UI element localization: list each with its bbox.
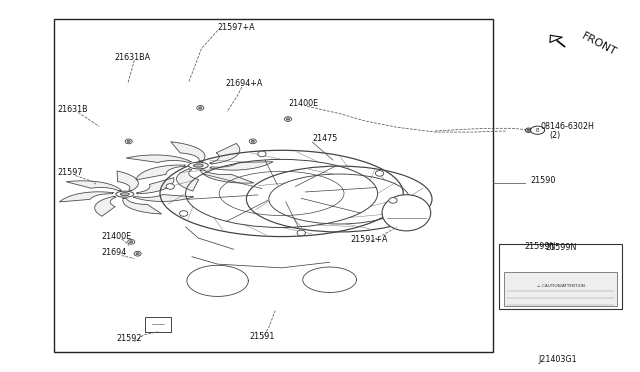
Ellipse shape [250, 139, 256, 144]
Text: 21631BA: 21631BA [114, 52, 150, 61]
Text: 21475: 21475 [312, 134, 338, 143]
Bar [499, 244, 622, 309]
Polygon shape [210, 162, 273, 170]
Text: ⚠ CAUTION/ATTENTION: ⚠ CAUTION/ATTENTION [537, 284, 584, 288]
Bar [54, 19, 493, 352]
Text: FRONT: FRONT [580, 31, 618, 57]
Ellipse shape [128, 240, 135, 244]
Text: 21591: 21591 [250, 332, 275, 341]
Ellipse shape [120, 193, 129, 196]
Ellipse shape [297, 230, 305, 236]
Text: 21599N: 21599N [525, 242, 556, 251]
Ellipse shape [193, 164, 204, 167]
Ellipse shape [382, 195, 431, 231]
Ellipse shape [198, 107, 202, 109]
Ellipse shape [285, 117, 292, 121]
Polygon shape [136, 178, 174, 194]
Text: 21591+A: 21591+A [351, 235, 388, 244]
Polygon shape [200, 170, 254, 183]
Ellipse shape [136, 253, 140, 255]
Polygon shape [136, 165, 185, 180]
Polygon shape [550, 35, 563, 42]
Polygon shape [171, 142, 205, 161]
Polygon shape [67, 181, 121, 191]
Polygon shape [133, 195, 193, 201]
Text: 21694+A: 21694+A [225, 79, 262, 88]
Ellipse shape [179, 211, 188, 216]
Text: 21631B: 21631B [58, 105, 88, 113]
Polygon shape [117, 171, 138, 191]
Text: 21400E: 21400E [288, 99, 318, 108]
Ellipse shape [129, 241, 133, 243]
Text: 21599N: 21599N [545, 243, 577, 251]
Ellipse shape [125, 139, 132, 144]
Ellipse shape [376, 171, 384, 176]
Text: (2): (2) [549, 131, 561, 140]
Text: 21400E: 21400E [101, 232, 131, 241]
Ellipse shape [252, 140, 255, 142]
Text: 21592: 21592 [116, 334, 142, 343]
Ellipse shape [166, 184, 174, 189]
Polygon shape [177, 169, 198, 191]
Bar [145, 317, 171, 332]
Text: J21403G1: J21403G1 [539, 355, 577, 363]
Polygon shape [95, 196, 116, 216]
Ellipse shape [134, 251, 141, 256]
Ellipse shape [116, 191, 134, 197]
Text: 08146-6302H: 08146-6302H [540, 122, 594, 131]
Polygon shape [60, 192, 113, 202]
Polygon shape [209, 144, 240, 164]
Text: B: B [536, 128, 540, 133]
Ellipse shape [189, 162, 208, 169]
Polygon shape [123, 198, 161, 214]
Circle shape [531, 126, 545, 134]
Polygon shape [126, 155, 191, 163]
Ellipse shape [389, 198, 397, 203]
Ellipse shape [258, 151, 266, 157]
Text: 21597: 21597 [58, 168, 83, 177]
Ellipse shape [287, 118, 290, 120]
Ellipse shape [527, 129, 530, 131]
Bar [504, 272, 617, 306]
Ellipse shape [197, 106, 204, 110]
Text: 21597+A: 21597+A [218, 23, 255, 32]
Text: 21694: 21694 [101, 248, 126, 257]
Text: 21590: 21590 [530, 176, 556, 185]
Ellipse shape [525, 128, 532, 132]
Ellipse shape [127, 140, 131, 142]
